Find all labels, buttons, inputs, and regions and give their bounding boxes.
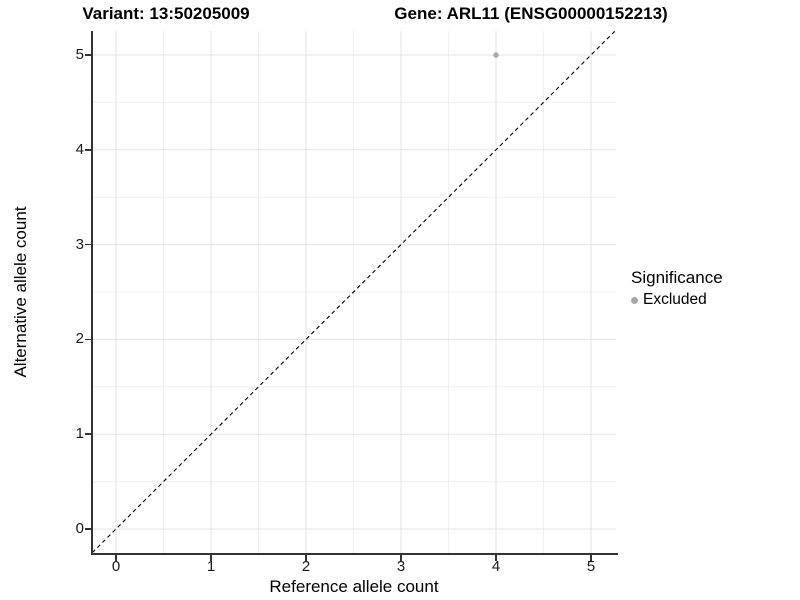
y-axis-title: Alternative allele count [11,206,30,378]
y-tick-mark [85,243,91,246]
y-tick-label: 3 [75,235,84,253]
x-tick-label: 5 [586,558,596,575]
y-tick-label: 4 [75,140,84,158]
y-tick-mark [85,54,91,56]
legend-item-label: Excluded [643,291,707,308]
y-tick-label: 2 [75,330,84,348]
plot-title-gene: Gene: ARL11 (ENSG00000152213) [394,4,668,23]
plot-title-variant: Variant: 13:50205009 [82,4,250,23]
y-axis-line [91,31,93,554]
x-axis-line [91,553,618,555]
panel-canvas [92,31,616,553]
x-axis-title: Reference allele count [269,577,439,596]
y-tick-mark [85,433,91,435]
plot-panel [92,31,616,553]
x-tick-label: 4 [491,558,501,575]
x-tick-mark [210,554,212,561]
y-tick-mark [85,338,91,341]
identity-reference-line [92,31,616,553]
x-tick-label: 1 [206,558,216,575]
y-tick-label: 1 [75,425,84,443]
y-tick-label: 0 [75,520,84,537]
legend-title: Significance [631,268,723,287]
x-tick-label: 2 [301,558,311,575]
legend-items: Excluded [631,291,723,309]
legend-item: Excluded [631,291,723,309]
x-tick-label: 0 [111,558,121,575]
legend: Significance Excluded [631,268,723,309]
x-tick-mark [115,554,117,561]
y-tick-label: 5 [75,46,84,63]
data-point [493,52,499,58]
x-tick-mark [400,554,402,561]
x-tick-mark [590,554,592,561]
y-tick-mark [85,149,91,151]
x-tick-mark [305,554,307,561]
x-tick-mark [495,554,497,561]
x-tick-label: 3 [396,558,406,575]
legend-point-icon [631,296,638,304]
y-tick-mark [85,528,91,530]
